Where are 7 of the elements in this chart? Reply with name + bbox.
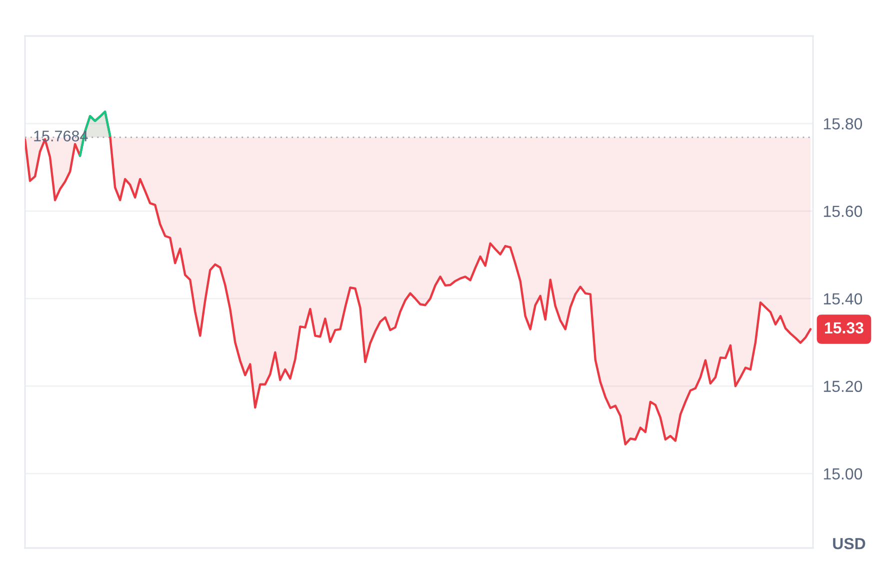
y-tick-label: 15.00 bbox=[824, 468, 862, 480]
y-tick-label: 15.20 bbox=[824, 380, 862, 392]
y-tick-label: 15.80 bbox=[824, 118, 862, 130]
y-tick-label: 15.40 bbox=[824, 293, 862, 305]
y-axis-title: USD bbox=[833, 538, 866, 550]
text: 15.33 bbox=[825, 322, 864, 334]
y-tick-label: 15.60 bbox=[824, 206, 862, 217]
